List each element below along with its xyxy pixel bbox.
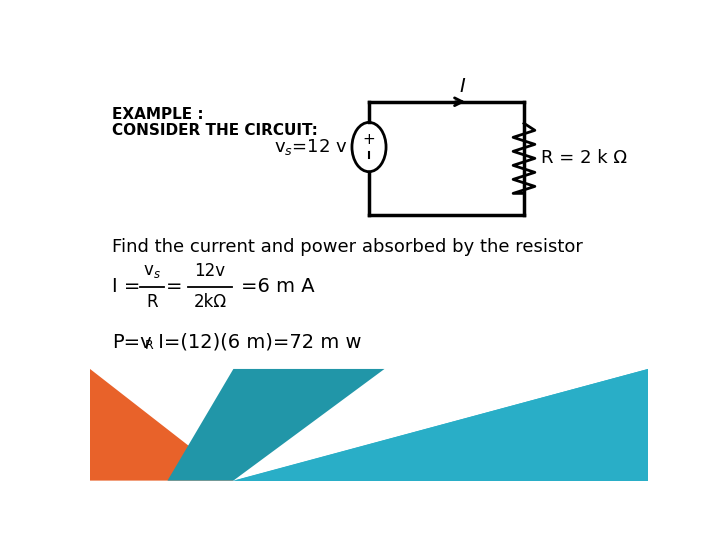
Text: Find the current and power absorbed by the resistor: Find the current and power absorbed by t…: [112, 238, 582, 256]
Text: v$_s$=12 v: v$_s$=12 v: [274, 137, 348, 157]
Text: =6 m A: =6 m A: [241, 277, 315, 296]
Text: I=(12)(6 m)=72 m w: I=(12)(6 m)=72 m w: [152, 333, 361, 352]
Text: 12v: 12v: [194, 261, 225, 280]
Text: EXAMPLE :: EXAMPLE :: [112, 107, 203, 122]
Text: v$_s$: v$_s$: [143, 261, 161, 280]
Text: I: I: [459, 77, 465, 96]
Polygon shape: [168, 369, 384, 481]
Text: R: R: [144, 339, 153, 353]
Text: +: +: [363, 132, 375, 147]
Polygon shape: [233, 369, 648, 481]
Text: P=v: P=v: [112, 333, 151, 352]
Polygon shape: [90, 369, 233, 481]
Polygon shape: [233, 369, 648, 481]
Ellipse shape: [352, 123, 386, 172]
Text: R = 2 k Ω: R = 2 k Ω: [541, 150, 627, 167]
Text: I =: I =: [112, 277, 140, 296]
Text: R: R: [146, 294, 158, 312]
Text: 2kΩ: 2kΩ: [194, 294, 227, 312]
Text: CONSIDER THE CIRCUIT:: CONSIDER THE CIRCUIT:: [112, 123, 318, 138]
Text: =: =: [166, 277, 182, 296]
